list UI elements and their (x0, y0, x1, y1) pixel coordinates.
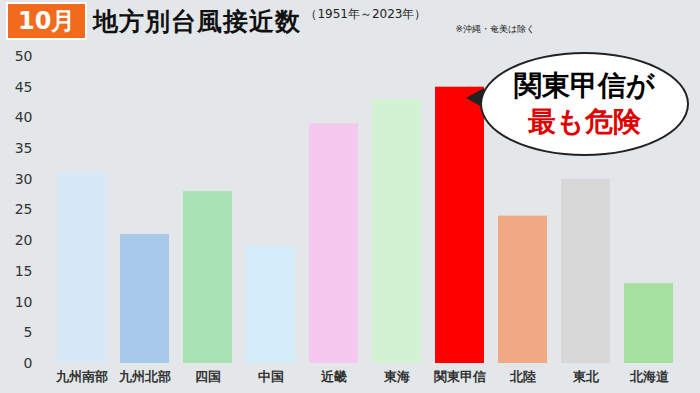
svg-text:25: 25 (15, 201, 33, 217)
svg-text:東海: 東海 (383, 369, 410, 384)
svg-text:北陸: 北陸 (509, 369, 536, 384)
svg-text:50: 50 (15, 48, 33, 64)
html-text:（1951年～2023年）: （1951年～2023年） (305, 7, 427, 21)
html-text:関東甲信が: 関東甲信が (514, 69, 655, 102)
svg-text:近畿: 近畿 (320, 369, 347, 384)
svg-text:15: 15 (15, 263, 33, 279)
svg-text:東北: 東北 (572, 369, 600, 384)
html-text:※沖縄・奄美は除く: ※沖縄・奄美は除く (455, 24, 535, 34)
html-text:地方別台風接近数: 地方別台風接近数 (93, 6, 302, 36)
svg-text:北海道: 北海道 (629, 369, 670, 384)
svg-text:5: 5 (24, 324, 33, 340)
svg-text:0: 0 (24, 355, 33, 371)
svg-text:四国: 四国 (195, 369, 221, 384)
svg-text:40: 40 (15, 109, 33, 125)
svg-text:30: 30 (15, 171, 33, 187)
html-text:10月: 10月 (18, 7, 76, 35)
svg-text:20: 20 (15, 232, 33, 248)
svg-text:35: 35 (15, 140, 33, 156)
svg-text:関東甲信: 関東甲信 (434, 369, 486, 384)
svg-text:九州北部: 九州北部 (118, 369, 171, 384)
svg-text:九州南部: 九州南部 (55, 369, 108, 384)
svg-text:10: 10 (15, 294, 33, 310)
svg-text:中国: 中国 (258, 369, 284, 384)
svg-text:45: 45 (15, 79, 33, 95)
html-text:最も危険: 最も危険 (528, 105, 641, 138)
